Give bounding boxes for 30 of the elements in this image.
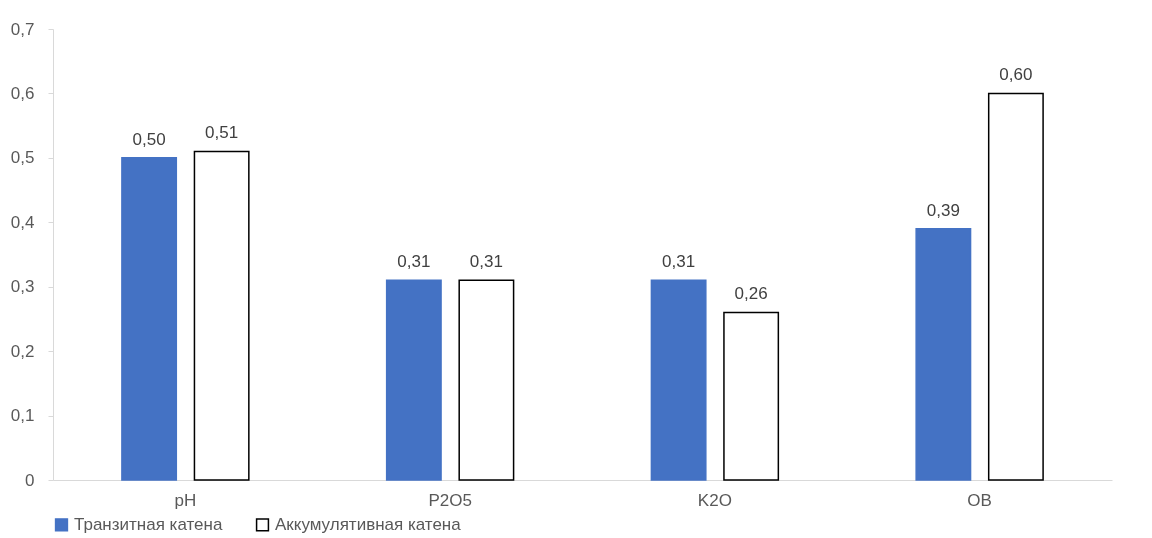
bar: [987, 92, 1044, 481]
data-label: 0,51: [205, 123, 239, 143]
bar: [915, 227, 972, 481]
y-tick-label: 0,1: [10, 406, 35, 426]
bar: [723, 311, 780, 481]
bar: [121, 157, 178, 481]
data-label: 0,31: [469, 252, 503, 272]
y-tick-label: 0,2: [10, 341, 35, 361]
data-label: 0,39: [926, 200, 960, 220]
y-tick-label: 0: [25, 470, 35, 490]
x-tick-label: pH: [174, 490, 197, 510]
y-tick-label: 0,5: [10, 148, 35, 168]
legend-label: Аккумулятивная катена: [275, 514, 462, 534]
data-label: 0,31: [397, 252, 431, 272]
bar: [385, 279, 442, 481]
y-tick-label: 0,4: [10, 212, 35, 232]
legend-label: Транзитная катена: [74, 514, 223, 534]
y-tick-label: 0,3: [10, 277, 35, 297]
bar: [458, 279, 515, 481]
bar: [650, 279, 707, 481]
x-tick-label: K2O: [697, 490, 732, 510]
x-tick-label: ОВ: [967, 490, 992, 510]
data-label: 0,31: [662, 252, 696, 272]
data-label: 0,60: [999, 65, 1033, 85]
data-label: 0,26: [734, 284, 768, 304]
y-tick-label: 0,6: [10, 83, 35, 103]
y-tick-label: 0,7: [10, 19, 35, 39]
data-label: 0,50: [132, 129, 166, 149]
x-tick-label: P2O5: [428, 490, 472, 510]
bar: [193, 150, 250, 481]
